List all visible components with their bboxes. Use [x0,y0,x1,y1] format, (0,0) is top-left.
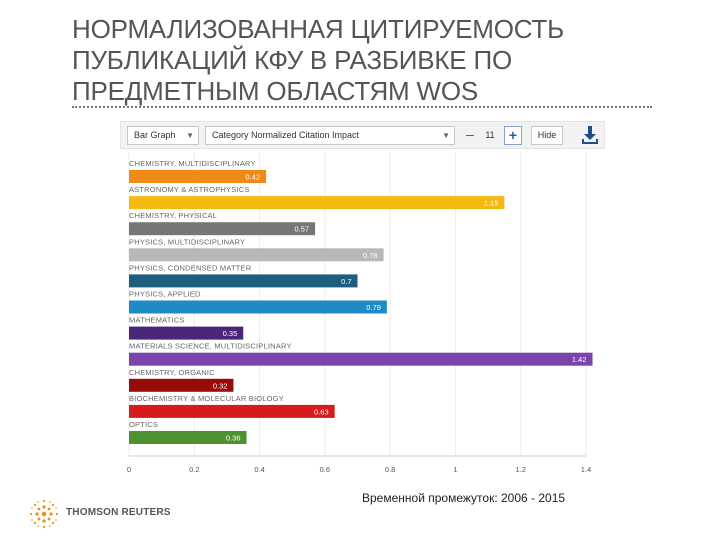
chart-toolbar: Bar Graph ▼ Category Normalized Citation… [120,121,605,149]
x-tick-label: 0.4 [254,465,264,474]
bar-value-label: 0.32 [213,381,228,390]
chart-type-value: Bar Graph [134,130,176,140]
x-tick-label: 0 [127,465,131,474]
bar-value-label: 0.42 [245,173,260,182]
category-label: CHEMISTRY, MULTIDISCIPLINARY [129,159,256,168]
category-label: PHYSICS, MULTIDISCIPLINARY [129,237,245,246]
increase-count-button[interactable]: + [504,126,522,145]
bar-value-label: 0.79 [366,303,381,312]
bar [129,248,384,262]
chart-type-select[interactable]: Bar Graph ▼ [127,126,199,145]
bar [129,196,505,210]
bar-value-label: 0.7 [341,277,351,286]
bar-value-label: 0.57 [294,225,309,234]
bar [129,431,247,444]
category-label: CHEMISTRY, PHYSICAL [129,211,217,220]
thomson-reuters-logo: THOMSON REUTERS [26,497,186,531]
category-label: PHYSICS, CONDENSED MATTER [129,263,252,272]
chevron-down-icon: ▼ [442,131,450,140]
x-tick-label: 0.8 [385,465,395,474]
timeframe-label: Временной промежуток: 2006 - 2015 [362,491,566,505]
bar [129,222,316,236]
bar-value-label: 1.42 [572,355,587,364]
category-label: PHYSICS, APPLIED [129,290,201,299]
chevron-down-icon: ▼ [186,131,194,140]
logo-dots-icon [29,499,59,529]
metric-value: Category Normalized Citation Impact [212,130,360,140]
bar [129,170,267,183]
category-label: MATHEMATICS [129,316,185,325]
slide-title: НОРМАЛИЗОВАННАЯ ЦИТИРУЕМОСТЬ ПУБЛИКАЦИЙ … [72,14,564,106]
decrease-count-button[interactable]: – [466,126,474,142]
bar-value-label: 0.78 [363,251,378,260]
metric-select[interactable]: Category Normalized Citation Impact ▼ [205,126,455,145]
category-label: OPTICS [129,420,158,429]
category-label: CHEMISTRY, ORGANIC [129,368,215,377]
bar-value-label: 1.15 [484,199,499,208]
bar-value-label: 0.36 [226,434,241,443]
count-value: 11 [485,130,495,140]
x-tick-label: 1 [453,465,457,474]
bar [129,326,244,340]
bar [129,274,358,288]
title-divider [72,106,652,108]
category-label: BIOCHEMISTRY & MOLECULAR BIOLOGY [129,394,284,403]
bar [129,352,593,366]
hide-button[interactable]: Hide [531,126,563,145]
bar-value-label: 0.63 [314,407,329,416]
bar [129,378,234,392]
bar-value-label: 0.35 [223,329,238,338]
category-label: MATERIALS SCIENCE, MULTIDISCIPLINARY [129,342,292,351]
download-icon[interactable] [581,125,599,145]
bar [129,300,387,314]
bar [129,404,335,418]
logo-text: THOMSON REUTERS [66,507,171,518]
x-tick-label: 0.6 [320,465,330,474]
x-tick-label: 1.2 [515,465,525,474]
category-label: ASTRONOMY & ASTROPHYSICS [129,185,250,194]
x-tick-label: 1.4 [581,465,591,474]
x-tick-label: 0.2 [189,465,199,474]
